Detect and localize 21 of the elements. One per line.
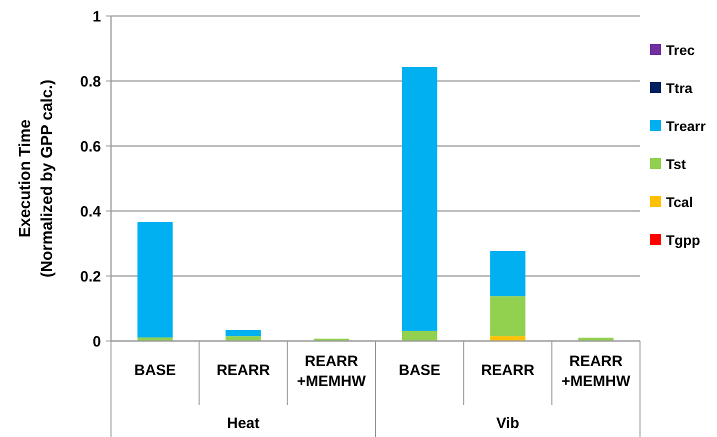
- legend-label: Tcal: [666, 194, 693, 210]
- y-tick-label: 0.8: [80, 73, 101, 90]
- legend-label: Tst: [666, 156, 686, 172]
- y-tick-label: 0.6: [80, 138, 101, 156]
- x-tick-label: REARR +MEMHW: [562, 353, 632, 390]
- legend-label: Ttra: [666, 80, 693, 96]
- text: Heat: [226, 415, 260, 432]
- y-tick-label: 0.4: [80, 203, 102, 220]
- x-tick-label: BASE: [398, 362, 440, 379]
- x-tick-label: REARR: [481, 362, 535, 379]
- x-tick-label: REARR: [216, 362, 270, 379]
- y-tick-label: 0.2: [80, 268, 101, 286]
- x-tick-label: BASE: [134, 362, 176, 379]
- legend-label: Trearr: [666, 118, 706, 134]
- y-tick-label: 0: [92, 333, 101, 350]
- legend-label: Trec: [666, 42, 696, 58]
- text: Vib: [496, 415, 520, 432]
- y-tick-label: 1: [92, 8, 101, 26]
- y-axis-title: Execution Time (Normalized by GPP calc.): [17, 80, 56, 278]
- legend-label: Tgpp: [666, 232, 700, 248]
- x-tick-label: REARR +MEMHW: [297, 353, 367, 390]
